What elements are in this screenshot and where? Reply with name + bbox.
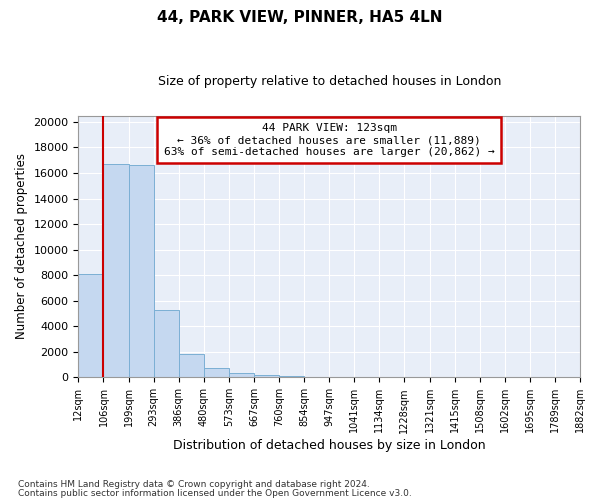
Bar bbox=[103, 164, 128, 378]
Bar bbox=[204, 368, 229, 378]
Y-axis label: Number of detached properties: Number of detached properties bbox=[15, 154, 28, 340]
Text: Contains HM Land Registry data © Crown copyright and database right 2024.: Contains HM Land Registry data © Crown c… bbox=[18, 480, 370, 489]
Text: Contains public sector information licensed under the Open Government Licence v3: Contains public sector information licen… bbox=[18, 489, 412, 498]
Bar bbox=[179, 354, 204, 378]
Bar bbox=[254, 375, 279, 378]
Bar bbox=[79, 274, 103, 378]
Bar bbox=[304, 376, 329, 378]
Text: 44, PARK VIEW, PINNER, HA5 4LN: 44, PARK VIEW, PINNER, HA5 4LN bbox=[157, 10, 443, 25]
Bar bbox=[128, 166, 154, 378]
Bar bbox=[229, 374, 254, 378]
Text: 44 PARK VIEW: 123sqm
← 36% of detached houses are smaller (11,889)
63% of semi-d: 44 PARK VIEW: 123sqm ← 36% of detached h… bbox=[164, 124, 494, 156]
X-axis label: Distribution of detached houses by size in London: Distribution of detached houses by size … bbox=[173, 440, 485, 452]
Bar bbox=[279, 376, 304, 378]
Title: Size of property relative to detached houses in London: Size of property relative to detached ho… bbox=[158, 75, 501, 88]
Bar bbox=[154, 310, 179, 378]
